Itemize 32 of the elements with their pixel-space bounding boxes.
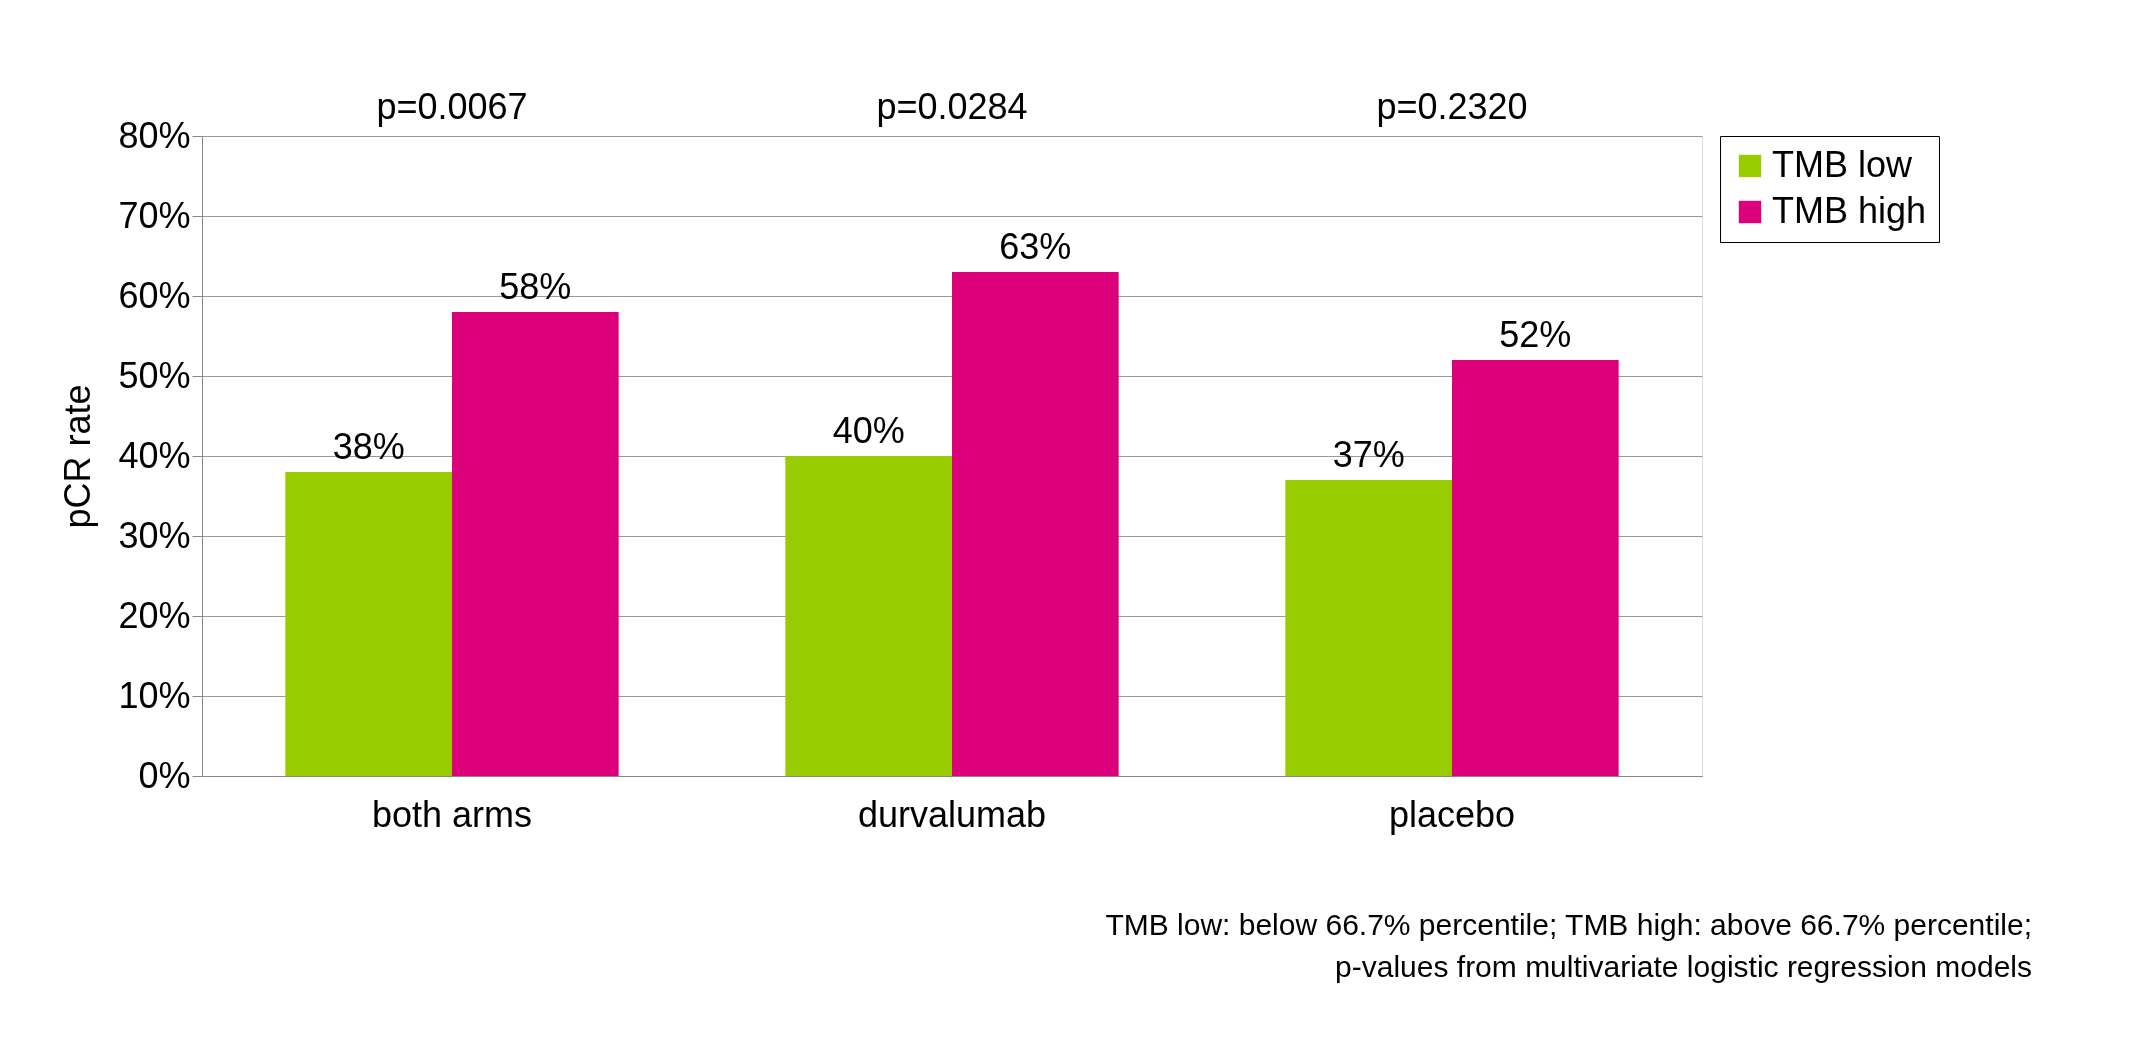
bar bbox=[952, 272, 1119, 776]
x-tick-label: both arms bbox=[371, 793, 533, 835]
data-label: 37% bbox=[1332, 434, 1405, 475]
y-tick-label: 10% bbox=[118, 674, 191, 716]
y-tick-label: 60% bbox=[118, 274, 191, 316]
x-tick-label: durvalumab bbox=[857, 793, 1047, 835]
text: p-values from multivariate logistic regression models bbox=[1335, 950, 2032, 983]
y-tick-label: 40% bbox=[118, 434, 191, 476]
bar bbox=[1285, 480, 1452, 776]
data-label: 38% bbox=[332, 426, 405, 467]
bar bbox=[1452, 360, 1619, 776]
y-tick-label: 20% bbox=[118, 594, 191, 636]
x-tick-label: placebo bbox=[1388, 793, 1516, 835]
text: p=0.0067 bbox=[376, 86, 528, 127]
bar bbox=[452, 312, 619, 776]
bar bbox=[285, 472, 452, 776]
data-label: 40% bbox=[832, 410, 905, 451]
y-tick-label: 0% bbox=[138, 754, 191, 796]
legend-label: TMB low bbox=[1772, 144, 1914, 185]
y-axis-title: pCR rate bbox=[57, 384, 99, 529]
text: TMB low: below 66.7% percentile; TMB high: above 66.7% percentile; bbox=[1105, 908, 2032, 941]
y-tick-label: 50% bbox=[118, 354, 191, 396]
data-label: 63% bbox=[999, 226, 1072, 267]
legend-label: TMB high bbox=[1772, 190, 1927, 231]
y-tick-label: 80% bbox=[118, 114, 191, 156]
text: p=0.2320 bbox=[1376, 86, 1528, 127]
data-label: 52% bbox=[1499, 314, 1572, 355]
y-tick-label: 70% bbox=[118, 194, 191, 236]
y-tick-label: 30% bbox=[118, 514, 191, 556]
text: p=0.0284 bbox=[876, 86, 1028, 127]
data-label: 58% bbox=[499, 266, 572, 307]
bar bbox=[785, 456, 952, 776]
